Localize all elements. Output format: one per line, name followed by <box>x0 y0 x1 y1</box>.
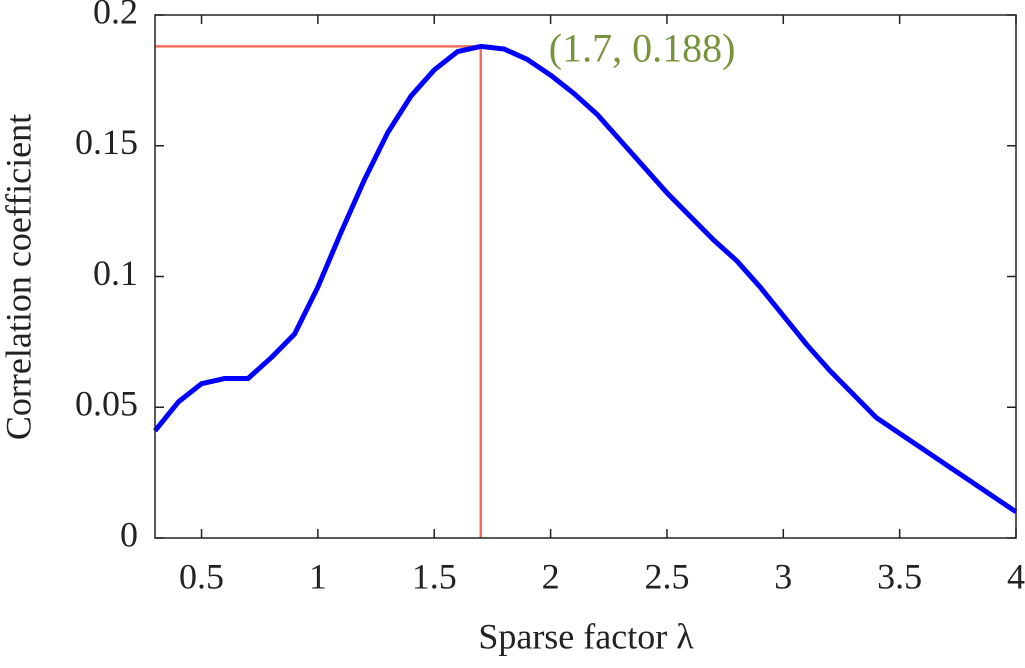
x-tick-label: 2.5 <box>644 556 689 596</box>
y-tick-label: 0.2 <box>93 0 138 31</box>
data-line <box>153 43 1018 514</box>
x-tick-label: 2 <box>542 556 560 596</box>
y-axis-label: Correlation coefficient <box>0 114 38 440</box>
x-tick-label: 0.5 <box>179 556 224 596</box>
y-tick-label: 0.05 <box>75 384 138 424</box>
y-tick-label: 0.15 <box>75 122 138 162</box>
x-tick-label: 1 <box>309 556 327 596</box>
y-tick-label: 0 <box>120 514 138 554</box>
x-tick-label: 3.5 <box>877 556 922 596</box>
x-tick-label: 1.5 <box>412 556 457 596</box>
x-axis-label: Sparse factor λ <box>478 616 694 656</box>
y-tick-label: 0.1 <box>93 253 138 293</box>
highlight-label: (1.7, 0.188) <box>549 26 736 71</box>
x-tick-label: 3 <box>774 556 792 596</box>
plot-frame <box>154 14 1017 539</box>
x-tick-label: 4 <box>1007 556 1025 596</box>
